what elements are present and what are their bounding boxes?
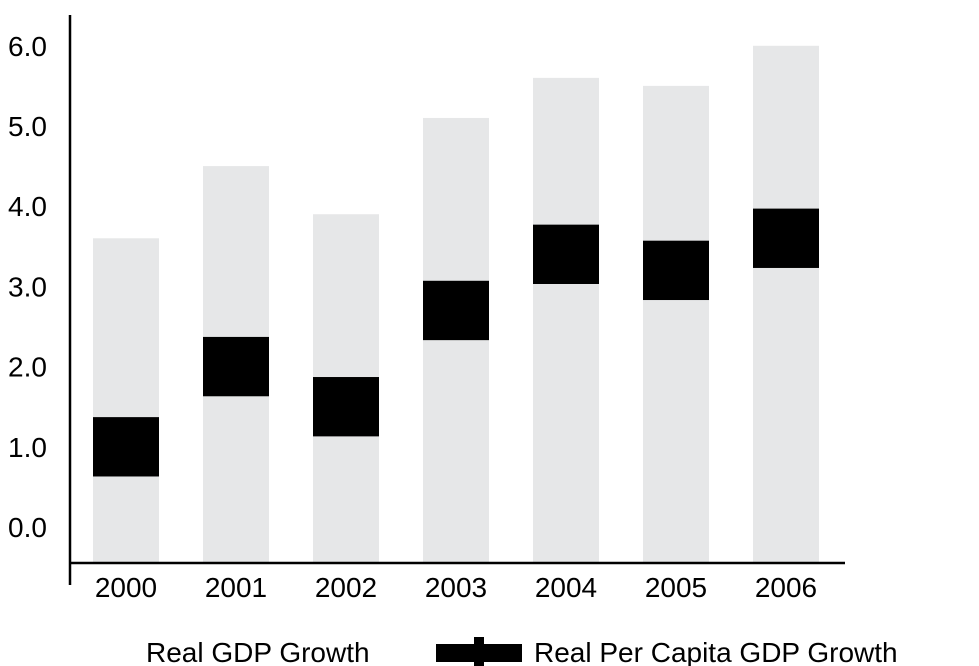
x-tick-label: 2003: [425, 572, 487, 603]
marker-real-per-capita-gdp-growth-2001: [203, 336, 269, 397]
y-tick-label: 1.0: [8, 432, 47, 463]
y-tick-label: 4.0: [8, 191, 47, 222]
bar-real-gdp-growth-2005: [643, 85, 709, 564]
bar-real-gdp-growth-2003: [423, 117, 489, 563]
x-tick-label: 2000: [95, 572, 157, 603]
y-tick-labels: 0.0 1.0 2.0 3.0 4.0 5.0 6.0: [8, 31, 47, 543]
x-tick-label: 2001: [205, 572, 267, 603]
y-tick-label: 3.0: [8, 271, 47, 302]
axes-layer: [68, 15, 845, 585]
bar-real-gdp-growth-2006: [753, 45, 819, 564]
bars-layer: [93, 45, 819, 564]
x-tick-labels: 2000 2001 2002 2003 2004 2005 2006: [95, 572, 817, 603]
marker-real-per-capita-gdp-growth-2004: [533, 224, 599, 284]
bar-real-gdp-growth-2000: [93, 238, 159, 563]
x-tick-label: 2005: [645, 572, 707, 603]
bar-real-gdp-growth-2004: [533, 77, 599, 563]
x-tick-label: 2004: [535, 572, 597, 603]
y-tick-label: 0.0: [8, 512, 47, 543]
legend-swatch-notch: [474, 637, 484, 666]
marker-real-per-capita-gdp-growth-2000: [93, 417, 159, 477]
x-tick-label: 2006: [755, 572, 817, 603]
legend-swatch-per-capita: [436, 637, 522, 666]
marker-real-per-capita-gdp-growth-2006: [753, 208, 819, 268]
marker-real-per-capita-gdp-growth-2002: [313, 377, 379, 437]
marker-real-per-capita-gdp-growth-2003: [423, 280, 489, 341]
marker-real-per-capita-gdp-growth-2005: [643, 240, 709, 301]
legend-label-real-gdp-growth: Real GDP Growth: [146, 637, 370, 666]
x-tick-label: 2002: [315, 572, 377, 603]
legend-label-real-per-capita-gdp-growth: Real Per Capita GDP Growth: [534, 637, 898, 666]
y-tick-label: 2.0: [8, 352, 47, 383]
legend: Real GDP Growth Real Per Capita GDP Grow…: [146, 637, 898, 666]
y-tick-label: 5.0: [8, 111, 47, 142]
y-tick-label: 6.0: [8, 31, 47, 62]
